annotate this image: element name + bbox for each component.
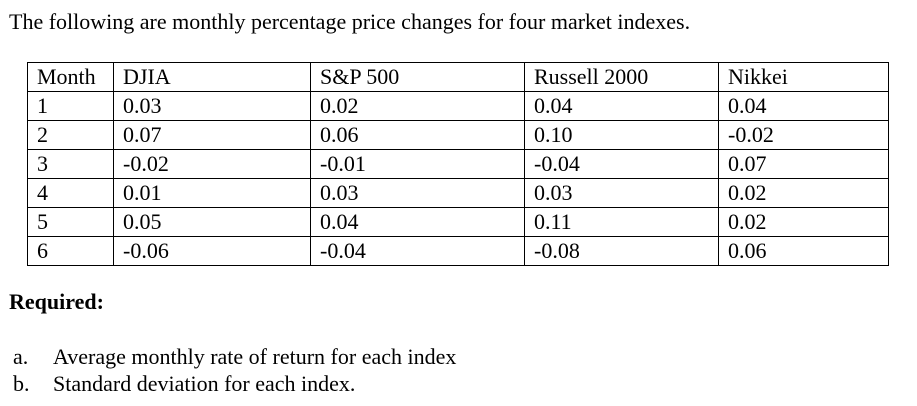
cell-russell2000: 0.03: [524, 178, 719, 208]
cell-month: 1: [27, 91, 114, 121]
table-row: 4 0.01 0.03 0.03 0.02: [27, 178, 889, 208]
item-text: Standard deviation for each index.: [53, 371, 356, 396]
column-header-nikkei: Nikkei: [718, 62, 889, 92]
table-header-row: Month DJIA S&P 500 Russell 2000 Nikkei: [27, 62, 889, 92]
cell-russell2000: -0.04: [524, 149, 719, 179]
cell-nikkei: 0.07: [718, 149, 889, 179]
cell-russell2000: 0.04: [524, 91, 719, 121]
requirements-list: a. Average monthly rate of return for ea…: [13, 343, 456, 397]
cell-russell2000: -0.08: [524, 236, 719, 266]
cell-djia: -0.06: [113, 236, 311, 266]
column-header-month: Month: [27, 62, 114, 92]
cell-russell2000: 0.11: [524, 207, 719, 237]
requirement-item-a: a. Average monthly rate of return for ea…: [13, 343, 456, 370]
cell-sp500: -0.04: [310, 236, 525, 266]
price-changes-table: Month DJIA S&P 500 Russell 2000 Nikkei 1…: [27, 62, 889, 266]
table-row: 2 0.07 0.06 0.10 -0.02: [27, 120, 889, 150]
cell-nikkei: 0.02: [718, 178, 889, 208]
cell-month: 5: [27, 207, 114, 237]
cell-sp500: 0.02: [310, 91, 525, 121]
table-row: 1 0.03 0.02 0.04 0.04: [27, 91, 889, 121]
table-row: 6 -0.06 -0.04 -0.08 0.06: [27, 236, 889, 266]
cell-nikkei: 0.02: [718, 207, 889, 237]
table-row: 3 -0.02 -0.01 -0.04 0.07: [27, 149, 889, 179]
cell-nikkei: 0.04: [718, 91, 889, 121]
cell-sp500: 0.04: [310, 207, 525, 237]
cell-djia: 0.03: [113, 91, 311, 121]
item-marker: a.: [13, 344, 29, 369]
column-header-djia: DJIA: [113, 62, 311, 92]
cell-month: 4: [27, 178, 114, 208]
cell-sp500: -0.01: [310, 149, 525, 179]
required-heading: Required:: [9, 289, 104, 314]
item-text: Average monthly rate of return for each …: [53, 344, 457, 369]
cell-sp500: 0.06: [310, 120, 525, 150]
cell-djia: -0.02: [113, 149, 311, 179]
cell-djia: 0.07: [113, 120, 311, 150]
intro-text: The following are monthly percentage pri…: [9, 9, 691, 34]
item-marker: b.: [13, 371, 30, 396]
table-row: 5 0.05 0.04 0.11 0.02: [27, 207, 889, 237]
column-header-russell2000: Russell 2000: [524, 62, 719, 92]
cell-month: 2: [27, 120, 114, 150]
cell-nikkei: -0.02: [718, 120, 889, 150]
cell-djia: 0.05: [113, 207, 311, 237]
requirement-item-b: b. Standard deviation for each index.: [13, 370, 456, 397]
cell-russell2000: 0.10: [524, 120, 719, 150]
cell-month: 3: [27, 149, 114, 179]
column-header-sp500: S&P 500: [310, 62, 525, 92]
cell-sp500: 0.03: [310, 178, 525, 208]
cell-nikkei: 0.06: [718, 236, 889, 266]
cell-djia: 0.01: [113, 178, 311, 208]
cell-month: 6: [27, 236, 114, 266]
